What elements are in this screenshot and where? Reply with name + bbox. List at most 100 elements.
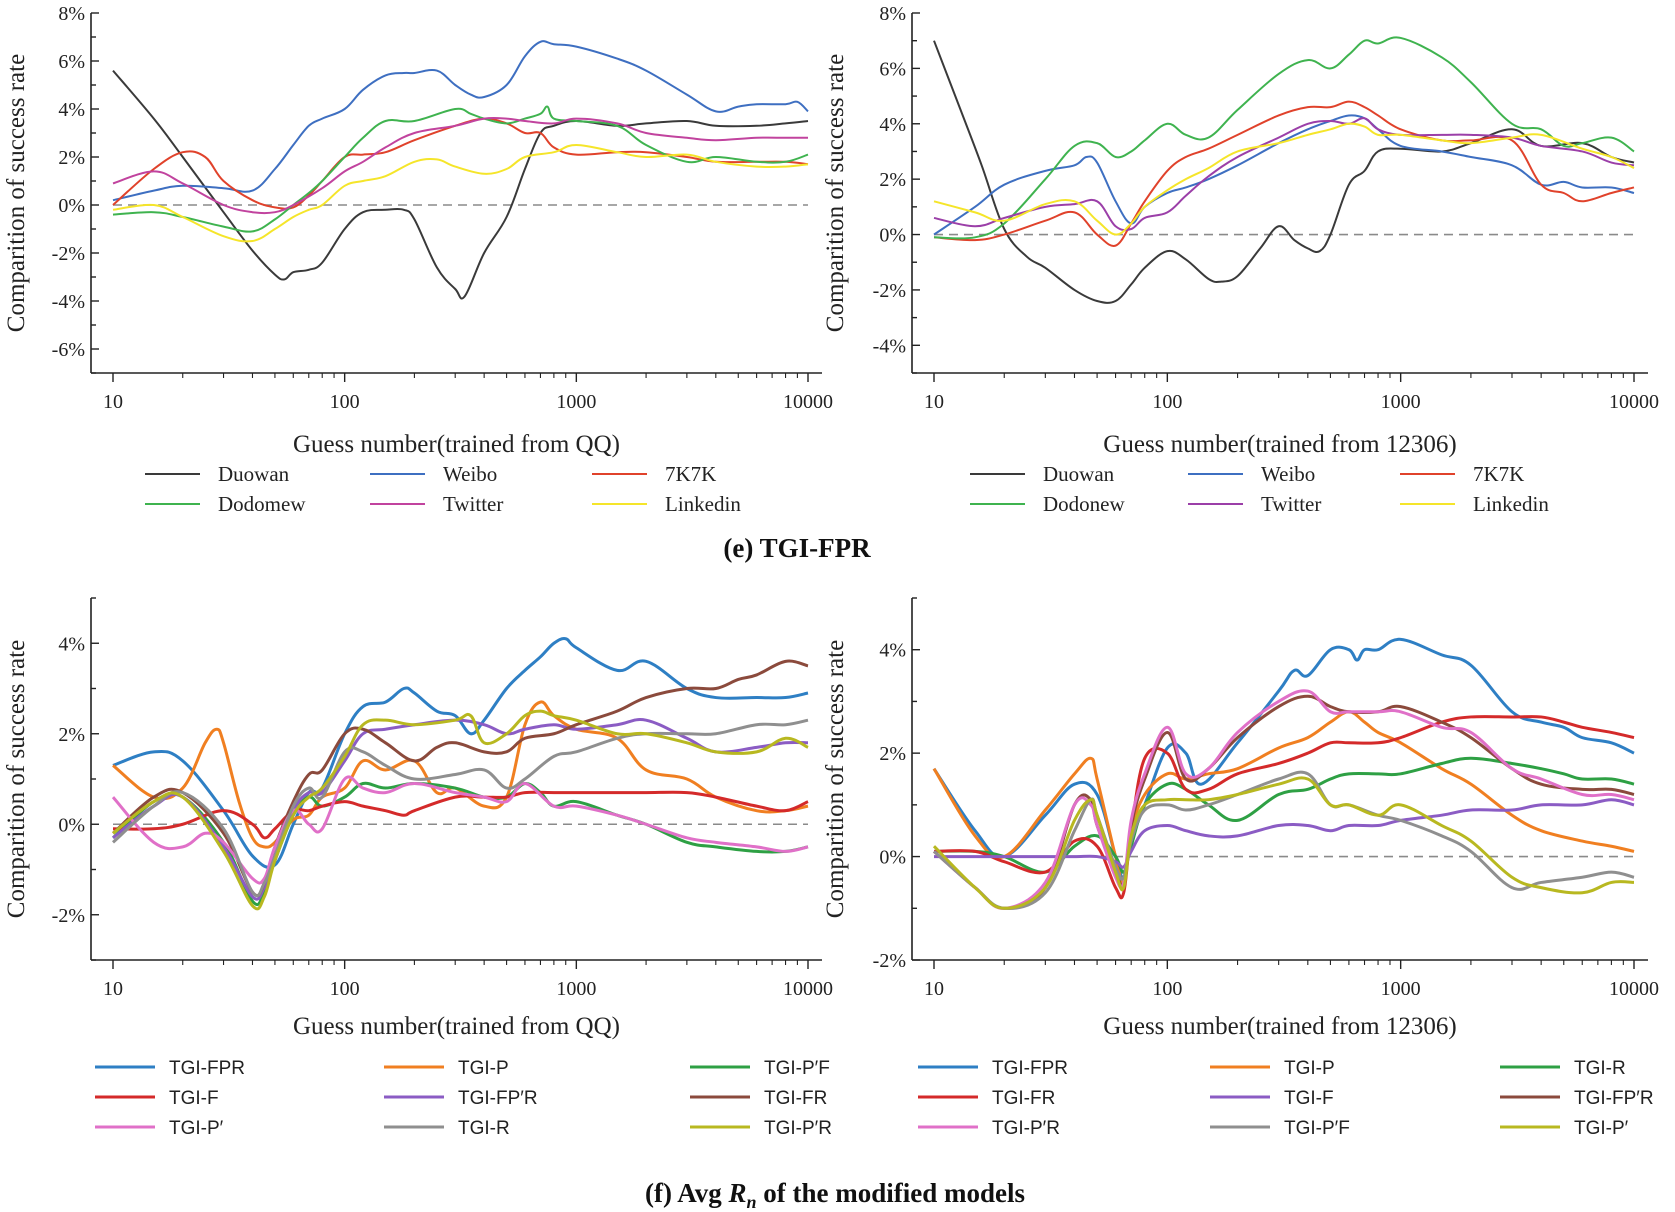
y-tick-label: 4% <box>58 99 85 121</box>
legend-label: 7K7K <box>1473 462 1524 486</box>
series-line-Weibo <box>933 114 1635 236</box>
x-tick-label: 10 <box>924 391 944 413</box>
series-line-Duowan <box>933 40 1635 304</box>
chart-panels: -6% -4% -2% 0% 2% 4% 6% 8% 10 100 1000 10000 Guess n… <box>3 3 1659 1139</box>
series-line-TGI-P′F <box>933 770 1635 910</box>
x-tick-label: 10 <box>103 978 123 1000</box>
legend-label: Weibo <box>1261 462 1315 486</box>
legend-label: TGI-P′ <box>1574 1118 1629 1139</box>
series-line-TGI-FPR <box>932 637 1635 880</box>
y-tick-label: 0% <box>58 814 85 836</box>
series-line-TGI-P′F <box>111 781 809 907</box>
x-axis-label: Guess number(trained from 12306) <box>1103 431 1456 458</box>
y-tick-label: -2% <box>873 950 906 972</box>
legend-label: TGI-R <box>1574 1058 1626 1079</box>
y-tick-label: -2% <box>52 905 85 927</box>
caption-f-prefix: (f) Avg <box>645 1178 728 1208</box>
legend: TGI-FPR TGI-P TGI-P′F TGI-F TGI-FP′R TGI-FR TG… <box>95 1058 832 1139</box>
x-tick-label: 1000 <box>556 391 596 413</box>
y-tick-label: -4% <box>52 291 85 313</box>
series-line-TGI-P <box>932 710 1635 885</box>
y-tick-label: 2% <box>58 147 85 169</box>
legend-label: TGI-R <box>458 1118 510 1139</box>
y-tick-label: 6% <box>58 51 85 73</box>
legend-label: Dodonew <box>1043 492 1125 516</box>
x-tick-label: 10000 <box>1609 391 1659 413</box>
series-line-TGI-FP′R <box>933 694 1635 910</box>
x-tick-label: 1000 <box>1381 391 1421 413</box>
legend-label: Linkedin <box>1473 492 1549 516</box>
legend-label: TGI-FR <box>992 1088 1055 1109</box>
x-tick-label: 100 <box>330 978 360 1000</box>
legend-label: Twitter <box>1261 492 1321 516</box>
y-tick-label: 8% <box>58 3 85 25</box>
y-tick-label: -4% <box>873 335 906 357</box>
legend-label: TGI-FPR <box>992 1058 1068 1079</box>
x-axis-label: Guess number(trained from 12306) <box>1103 1013 1456 1040</box>
legend-label: TGI-P′F <box>764 1058 830 1079</box>
caption-f-suffix: of the modified models <box>757 1178 1025 1208</box>
y-axis-label: Comparition of success rate <box>822 640 849 918</box>
series-line-TGI-P′R <box>112 709 809 911</box>
legend-label: 7K7K <box>665 462 716 486</box>
legend-label: TGI-FP′R <box>458 1088 538 1109</box>
series-line-TGI-P <box>112 700 809 849</box>
series-line-Twitter <box>112 116 808 215</box>
x-tick-label: 10 <box>103 391 123 413</box>
legend: Duowan Weibo 7K7K Dodomew Twitter Linkedin <box>145 462 741 516</box>
x-tick-label: 10000 <box>1609 978 1659 1000</box>
x-tick-label: 100 <box>1152 391 1182 413</box>
y-tick-label: 2% <box>879 743 906 765</box>
legend-label: TGI-F <box>1284 1088 1334 1109</box>
legend-label: TGI-P′ <box>169 1118 224 1139</box>
series-line-Linkedin <box>112 144 809 243</box>
series-line-Dodonew <box>933 36 1635 240</box>
x-tick-label: 100 <box>1152 978 1182 1000</box>
y-axis-label: Comparition of success rate <box>3 54 30 332</box>
legend: Duowan Weibo 7K7K Dodonew Twitter Linkedin <box>970 462 1549 516</box>
series-line-7K7K <box>933 100 1635 247</box>
y-axis-label: Comparition of success rate <box>822 54 849 332</box>
legend-label: Dodomew <box>218 492 306 516</box>
y-tick-label: 4% <box>879 114 906 136</box>
series-line-TGI-P′ <box>932 776 1635 910</box>
chart-e_12306: -4% -2% 0% 2% 4% 6% 8% 10 100 1000 10000 Guess numb… <box>822 3 1659 516</box>
chart-f_12306: -2% 0% 2% 4% 10 100 1000 10000 Guess number(trai… <box>822 597 1659 1139</box>
legend: TGI-FPR TGI-P TGI-R TGI-FR TGI-F TGI-FP′R TGI-… <box>918 1058 1654 1139</box>
legend-label: Twitter <box>443 492 503 516</box>
y-tick-label: 4% <box>879 640 906 662</box>
y-tick-label: 2% <box>879 169 906 191</box>
y-tick-label: 4% <box>58 633 85 655</box>
chart-f_qq: -2% 0% 2% 4% 10 100 1000 10000 Guess number(trai… <box>3 597 833 1139</box>
series-line-Duowan <box>112 69 809 300</box>
series-line-Dodomew <box>112 105 809 233</box>
caption-f-var: R <box>727 1178 746 1208</box>
x-tick-label: 1000 <box>1381 978 1421 1000</box>
caption-f-sub: n <box>747 1192 757 1212</box>
series-line-TGI-FR <box>933 715 1635 900</box>
legend-label: TGI-P′F <box>1284 1118 1350 1139</box>
y-tick-label: 6% <box>879 58 906 80</box>
x-tick-label: 100 <box>330 391 360 413</box>
legend-label: Linkedin <box>665 492 741 516</box>
caption-f: (f) Avg Rn of the modified models <box>645 1178 1025 1212</box>
series-line-TGI-P′ <box>111 775 809 885</box>
legend-label: TGI-P <box>458 1058 509 1079</box>
series-line-7K7K <box>112 117 809 210</box>
y-tick-label: 0% <box>879 847 906 869</box>
x-axis-label: Guess number(trained from QQ) <box>293 1013 620 1040</box>
legend-label: TGI-FP′R <box>1574 1088 1654 1109</box>
legend-label: Duowan <box>218 462 290 486</box>
x-axis-label: Guess number(trained from QQ) <box>293 431 620 458</box>
series-line-Weibo <box>112 40 809 202</box>
series-line-TGI-P′R <box>933 689 1635 910</box>
x-tick-label: 10000 <box>783 978 833 1000</box>
y-tick-label: 2% <box>58 724 85 746</box>
y-tick-label: 0% <box>879 225 906 247</box>
series-line-Linkedin <box>933 122 1635 236</box>
legend-label: TGI-P′R <box>764 1118 832 1139</box>
legend-label: TGI-P′R <box>992 1118 1060 1139</box>
y-tick-label: 8% <box>879 3 906 25</box>
legend-label: TGI-FR <box>764 1088 827 1109</box>
